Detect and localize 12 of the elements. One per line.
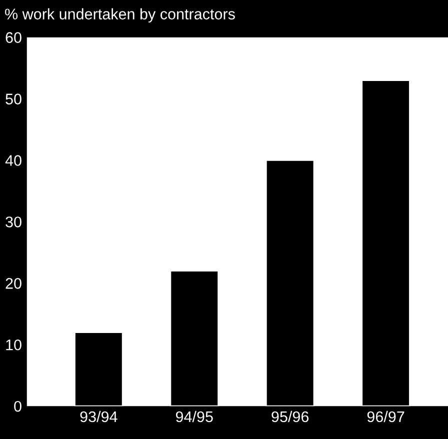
y-tick-label: 0 [14,400,22,412]
y-tick-label: 20 [6,278,22,289]
y-tick-label: 40 [5,155,22,166]
x-tick-label: 93/94 [80,410,118,422]
y-tick-label: 50 [6,94,22,104]
x-tick-label: 95/96 [272,410,309,422]
y-tick-label: 60 [6,32,22,43]
chart-title: % work undertaken by contractors [5,8,235,22]
x-tick-label: 96/97 [367,410,404,422]
y-tick-label: 30 [6,216,22,228]
x-tick-label: 94/95 [176,410,213,422]
y-tick-label: 10 [6,339,22,350]
